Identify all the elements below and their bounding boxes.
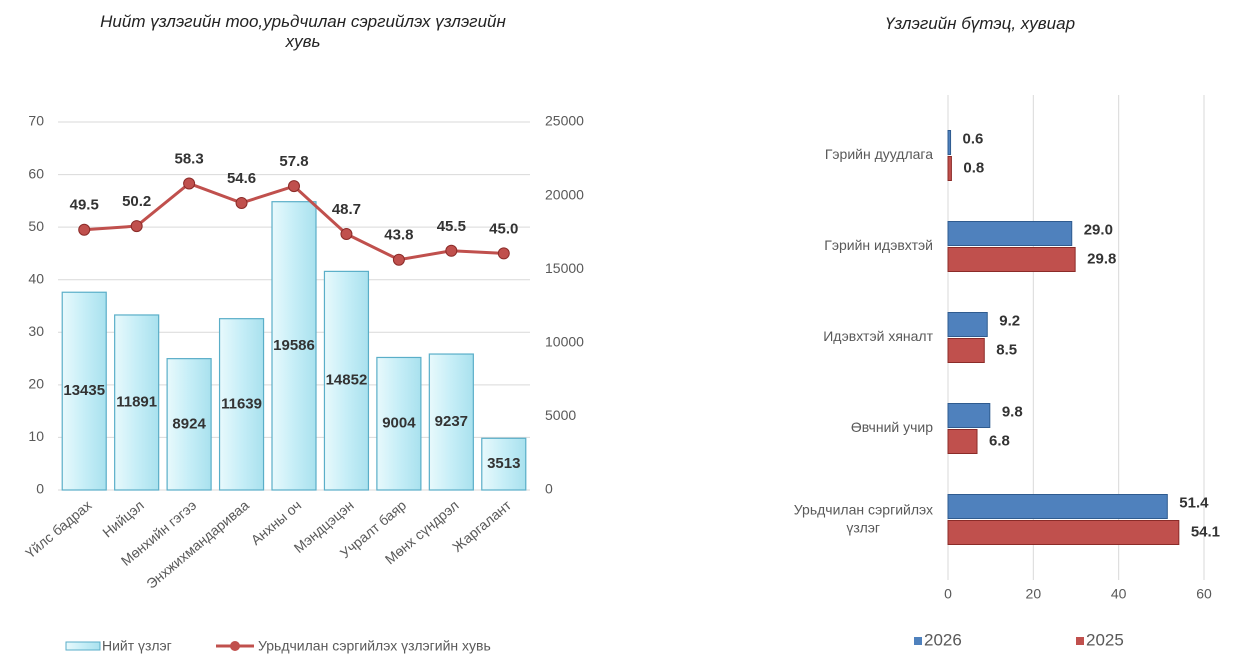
bar-label: 8.5 <box>996 341 1017 358</box>
chart-title: Нийт үзлэгийн тоо,урьдчилан сэргийлэх үз… <box>100 12 506 51</box>
bar-label: 3513 <box>487 455 520 472</box>
line-marker <box>288 180 300 193</box>
bar-label: 0.8 <box>963 159 984 176</box>
x-tick-label: 0 <box>944 586 952 602</box>
line-label: 49.5 <box>70 197 99 214</box>
line-label: 58.3 <box>175 150 204 167</box>
x-tick-label: 40 <box>1111 586 1127 602</box>
bar-label: 13435 <box>63 382 105 399</box>
y-tick-label: Гэрийн идэвхтэй <box>824 237 933 253</box>
bar-label: 29.8 <box>1087 250 1116 267</box>
x-tick-label: 20 <box>1026 586 1042 602</box>
y2-tick-label: 10000 <box>545 334 584 350</box>
line-marker <box>392 253 405 266</box>
bar-label: 0.6 <box>963 130 984 147</box>
bar <box>947 221 1073 246</box>
y2-tick-label: 25000 <box>545 113 584 129</box>
y-tick-label: 60 <box>28 165 44 181</box>
line-label: 45.0 <box>489 220 518 237</box>
bar <box>166 358 212 491</box>
y-tick-label: 0 <box>36 481 44 497</box>
y-tick-label: 30 <box>28 323 44 339</box>
y-tick-label: 50 <box>28 218 44 234</box>
y-tick-label: Идэвхтэй хяналт <box>823 328 933 344</box>
line-marker <box>130 220 143 233</box>
line-label: 54.6 <box>227 170 256 187</box>
bar <box>323 270 370 491</box>
bar <box>947 338 985 363</box>
line-label: 43.8 <box>384 227 413 244</box>
chart-title: Үзлэгийн бүтэц, хувиар <box>884 14 1076 33</box>
bar-label: 9.2 <box>999 312 1020 329</box>
bar <box>947 247 1076 272</box>
bar-label: 29.0 <box>1084 221 1113 238</box>
legend-swatch <box>230 641 240 651</box>
y-tick-label: Урьдчилан сэргийлэх үзлэг <box>794 501 933 535</box>
line-marker <box>497 247 510 260</box>
legend-swatch <box>1076 637 1084 645</box>
x-tick-label: Үйлс бадрах <box>22 497 94 561</box>
bar <box>947 520 1180 545</box>
y-tick-label: Гэрийн дуудлага <box>825 146 933 162</box>
x-tick-label: Жаргалант <box>449 497 514 555</box>
y-tick-label: 70 <box>28 113 44 129</box>
line-marker <box>235 196 248 209</box>
bar-label: 9237 <box>435 413 468 430</box>
legend-swatch <box>65 641 101 651</box>
x-tick-label: Энхжихмандариваа <box>143 497 252 592</box>
bar <box>947 156 952 181</box>
y-tick-label: 40 <box>28 270 44 286</box>
bar-label: 14852 <box>326 372 368 389</box>
line-marker <box>340 227 353 240</box>
x-tick-label: 60 <box>1196 586 1212 602</box>
bar <box>947 312 988 337</box>
bar <box>61 291 107 491</box>
bar <box>271 201 317 491</box>
bar <box>428 353 474 491</box>
line-label: 50.2 <box>122 193 151 210</box>
bar <box>114 314 160 491</box>
bar-label: 6.8 <box>989 432 1010 449</box>
y2-tick-label: 15000 <box>545 260 584 276</box>
bar-label: 11891 <box>116 393 157 410</box>
bar <box>481 437 527 491</box>
bar <box>376 356 422 491</box>
line-label: 48.7 <box>332 201 361 218</box>
bar <box>218 318 265 491</box>
y2-tick-label: 20000 <box>545 186 584 202</box>
x-tick-label: Нийцэл <box>99 497 147 541</box>
bar-label: 9004 <box>382 415 416 432</box>
bar <box>947 429 978 454</box>
line-label: 45.5 <box>437 218 466 235</box>
bar <box>947 494 1168 519</box>
bar <box>947 130 952 155</box>
bar-label: 51.4 <box>1179 494 1209 511</box>
bar-label: 19586 <box>273 337 315 354</box>
legend-label: 2025 <box>1086 630 1124 649</box>
legend-label: Урьдчилан сэргийлэх үзлэгийн хувь <box>258 638 491 654</box>
y-tick-label: 20 <box>28 376 44 392</box>
line-marker <box>78 223 91 236</box>
legend-swatch <box>914 637 922 645</box>
bar <box>947 403 991 428</box>
y-tick-label: Өвчний учир <box>851 419 933 435</box>
line-marker <box>183 177 196 190</box>
legend-label: 2026 <box>924 630 962 649</box>
bar-label: 8924 <box>172 415 206 432</box>
bar-label: 9.8 <box>1002 403 1023 420</box>
bar-label: 11639 <box>221 395 262 412</box>
bar-label: 54.1 <box>1191 523 1220 540</box>
y2-tick-label: 5000 <box>545 407 576 423</box>
y-tick-label: 10 <box>28 428 44 444</box>
line-label: 57.8 <box>279 153 308 170</box>
legend-label: Нийт үзлэг <box>102 638 172 654</box>
line-marker <box>445 244 458 257</box>
y2-tick-label: 0 <box>545 481 553 497</box>
